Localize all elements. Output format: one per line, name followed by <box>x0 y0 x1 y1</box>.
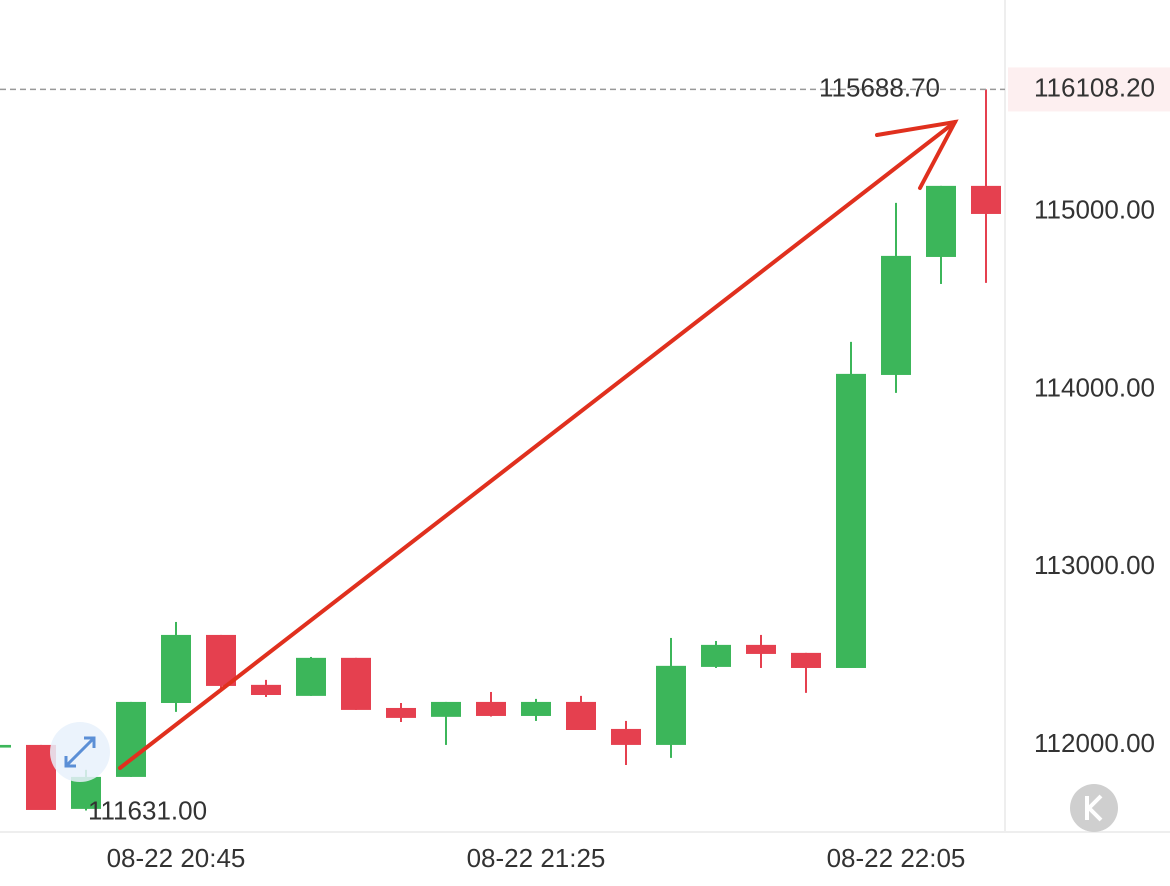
expand-icon <box>64 736 96 768</box>
x-tick-label: 08-22 22:05 <box>827 843 966 873</box>
y-tick-label: 115000.00 <box>1034 195 1155 225</box>
candle-body <box>791 652 821 668</box>
candle-body <box>656 665 686 745</box>
plot-area <box>0 89 1001 811</box>
candle-body <box>611 728 641 745</box>
expand-button[interactable] <box>50 722 110 782</box>
candle-body <box>251 684 281 695</box>
trend-arrow <box>118 119 959 770</box>
k-bg <box>1070 784 1118 832</box>
k-icon <box>1085 794 1103 822</box>
candle-body <box>701 644 731 667</box>
candle-body <box>881 255 911 375</box>
candle-body <box>476 701 506 716</box>
candle-body <box>341 657 371 710</box>
arrow-shaft <box>118 120 957 770</box>
candle-body <box>116 701 146 777</box>
arrow-head <box>875 119 959 190</box>
y-tick-label: 114000.00 <box>1034 372 1155 402</box>
k-button[interactable] <box>1070 784 1118 832</box>
y-tick-label: 112000.00 <box>1034 728 1155 758</box>
candle-body <box>296 657 326 696</box>
candle-body <box>161 634 191 703</box>
candle-body <box>926 185 956 257</box>
x-tick-label: 08-22 21:25 <box>467 843 606 873</box>
last-price-label: 116108.20 <box>1034 72 1155 102</box>
candle-body <box>0 744 11 748</box>
last-price-box <box>1008 67 1170 112</box>
candle-body <box>386 707 416 718</box>
candle-body <box>746 644 776 654</box>
candle-body <box>971 185 1001 214</box>
candle-body <box>206 634 236 686</box>
low-price-label: 111631.00 <box>88 795 207 825</box>
x-tick-label: 08-22 20:45 <box>107 843 246 873</box>
y-tick-label: 113000.00 <box>1034 550 1155 580</box>
candle-body <box>521 701 551 716</box>
high-price-label: 115688.70 <box>819 72 940 102</box>
candle-body <box>71 776 101 809</box>
candle-body <box>431 701 461 717</box>
candle-body <box>566 701 596 730</box>
candle-body <box>836 373 866 668</box>
